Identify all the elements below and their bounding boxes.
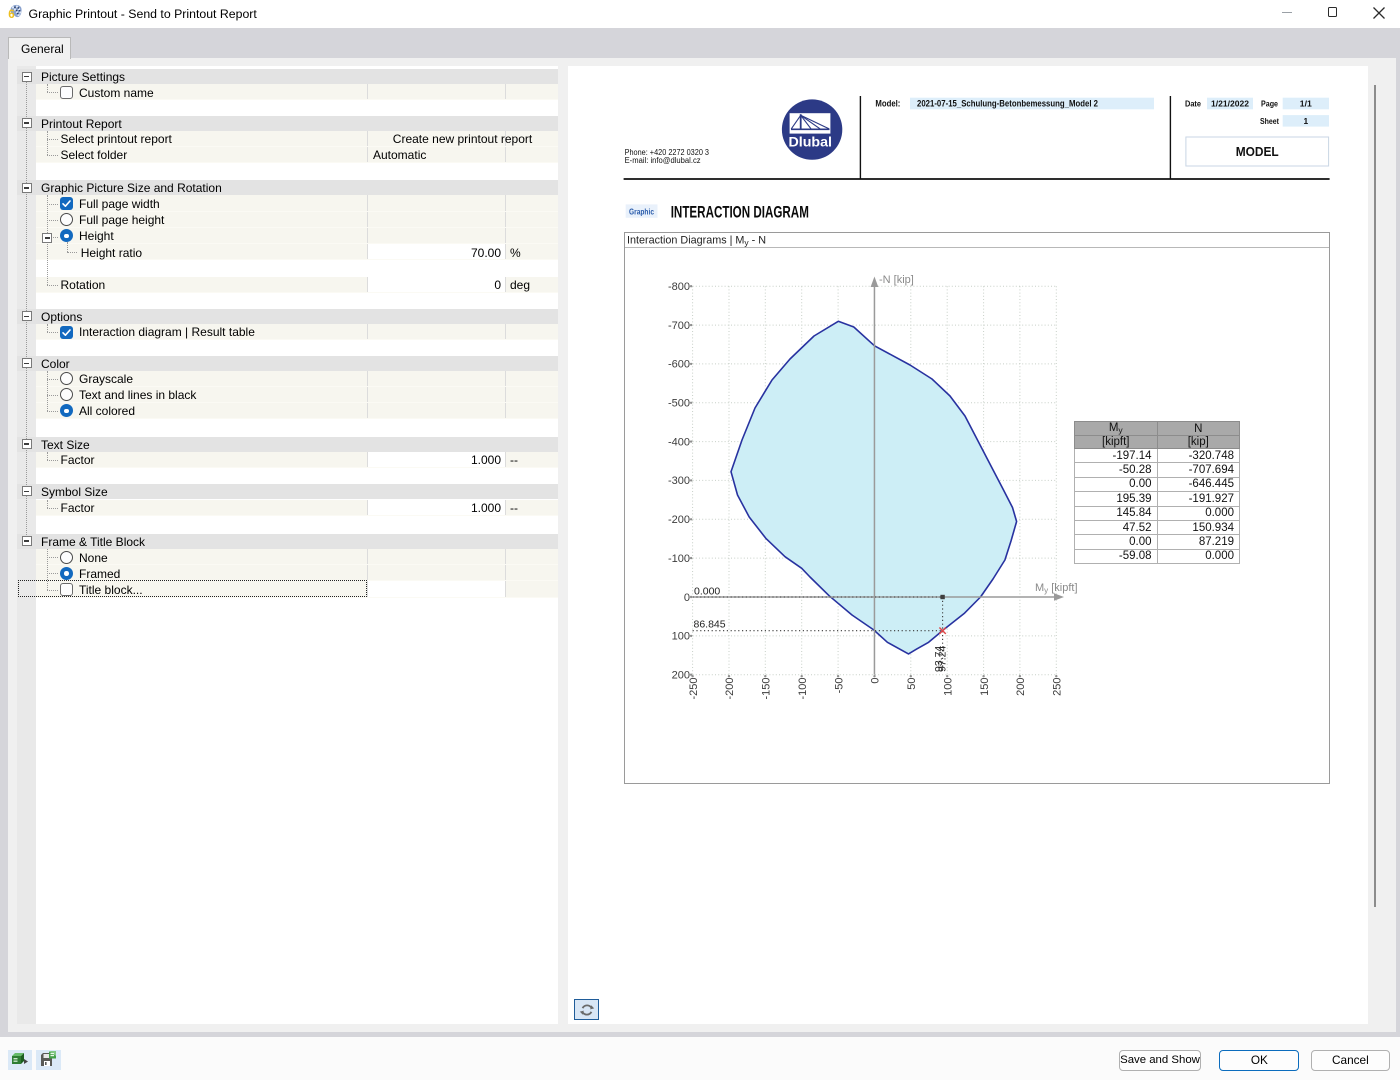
svg-text:1: 1 [1303,116,1308,126]
svg-text:Phone: +420 2272 0320 3: Phone: +420 2272 0320 3 [625,148,709,157]
svg-text:Sheet: Sheet [1260,116,1279,126]
svg-text:Date: Date [1185,99,1201,109]
svg-text:2021-07-15_Schulung-Betonbemes: 2021-07-15_Schulung-Betonbemessung_Model… [917,99,1098,109]
svg-text:100: 100 [942,678,954,696]
svg-text:6: 6 [8,9,14,21]
svg-text:Interaction Diagrams | My - N: Interaction Diagrams | My - N [627,235,766,248]
svg-text:93.74: 93.74 [933,646,945,672]
svg-text:97.24: 97.24 [937,646,949,672]
svg-text:-N [kip]: -N [kip] [879,274,914,286]
svg-text:Model:: Model: [875,99,900,109]
svg-text:0: 0 [870,678,882,684]
svg-text:Graphic: Graphic [629,206,654,216]
svg-text:-700: -700 [668,320,690,332]
svg-text:1/1: 1/1 [1300,99,1312,109]
svg-text:-600: -600 [668,359,690,371]
svg-text:250: 250 [1052,678,1064,696]
svg-text:-150: -150 [761,678,773,700]
svg-text:-400: -400 [668,436,690,448]
svg-text:-250: -250 [688,678,700,700]
svg-text:200: 200 [1015,678,1027,696]
svg-text:MODEL: MODEL [1236,145,1279,159]
svg-text:Page: Page [1261,99,1278,109]
svg-text:My [kipft]: My [kipft] [1035,582,1078,595]
svg-text:-50: -50 [833,678,845,694]
svg-text:INTERACTION DIAGRAM: INTERACTION DIAGRAM [671,203,809,222]
svg-text:-500: -500 [668,398,690,410]
svg-text:E-mail: info@dlubal.cz: E-mail: info@dlubal.cz [625,156,701,165]
svg-text:-200: -200 [668,514,690,526]
svg-text:86.845: 86.845 [694,619,726,631]
svg-text:0.000: 0.000 [694,586,720,598]
svg-text:1/21/2022: 1/21/2022 [1211,99,1249,109]
svg-text:-100: -100 [668,553,690,565]
svg-text:200: 200 [672,670,690,682]
svg-text:0: 0 [684,592,690,604]
svg-text:Dlubal: Dlubal [789,133,833,149]
svg-text:50: 50 [906,678,918,690]
svg-text:-800: -800 [668,281,690,293]
svg-text:-300: -300 [668,475,690,487]
svg-text:150: 150 [979,678,991,696]
svg-text:-100: -100 [797,678,809,700]
svg-text:-200: -200 [724,678,736,700]
svg-text:100: 100 [672,631,690,643]
